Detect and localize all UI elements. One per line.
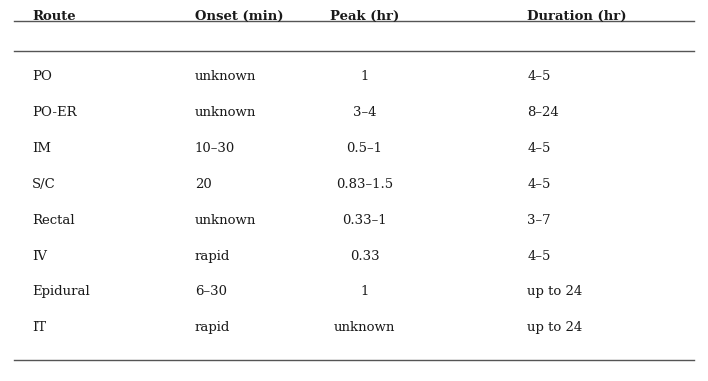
Text: Onset (min): Onset (min)	[195, 10, 283, 22]
Text: 1: 1	[360, 70, 369, 83]
Text: PO-ER: PO-ER	[32, 106, 76, 119]
Text: 4–5: 4–5	[527, 250, 551, 263]
Text: unknown: unknown	[334, 321, 395, 334]
Text: 4–5: 4–5	[527, 178, 551, 191]
Text: 10–30: 10–30	[195, 142, 235, 155]
Text: Epidural: Epidural	[32, 285, 90, 298]
Text: Route: Route	[32, 10, 76, 22]
Text: 0.33–1: 0.33–1	[342, 214, 387, 227]
Text: 8–24: 8–24	[527, 106, 559, 119]
Text: unknown: unknown	[195, 70, 256, 83]
Text: rapid: rapid	[195, 250, 230, 263]
Text: IM: IM	[32, 142, 51, 155]
Text: Rectal: Rectal	[32, 214, 74, 227]
Text: 4–5: 4–5	[527, 142, 551, 155]
Text: 1: 1	[360, 285, 369, 298]
Text: S/C: S/C	[32, 178, 56, 191]
Text: unknown: unknown	[195, 214, 256, 227]
Text: IV: IV	[32, 250, 47, 263]
Text: 0.5–1: 0.5–1	[347, 142, 382, 155]
Text: 0.83–1.5: 0.83–1.5	[336, 178, 393, 191]
Text: 3–7: 3–7	[527, 214, 551, 227]
Text: IT: IT	[32, 321, 46, 334]
Text: 0.33: 0.33	[350, 250, 379, 263]
Text: 6–30: 6–30	[195, 285, 227, 298]
Text: 20: 20	[195, 178, 212, 191]
Text: unknown: unknown	[195, 106, 256, 119]
Text: up to 24: up to 24	[527, 285, 583, 298]
Text: Duration (hr): Duration (hr)	[527, 10, 627, 22]
Text: 3–4: 3–4	[353, 106, 377, 119]
Text: PO: PO	[32, 70, 52, 83]
Text: rapid: rapid	[195, 321, 230, 334]
Text: Peak (hr): Peak (hr)	[330, 10, 399, 22]
Text: 4–5: 4–5	[527, 70, 551, 83]
Text: up to 24: up to 24	[527, 321, 583, 334]
